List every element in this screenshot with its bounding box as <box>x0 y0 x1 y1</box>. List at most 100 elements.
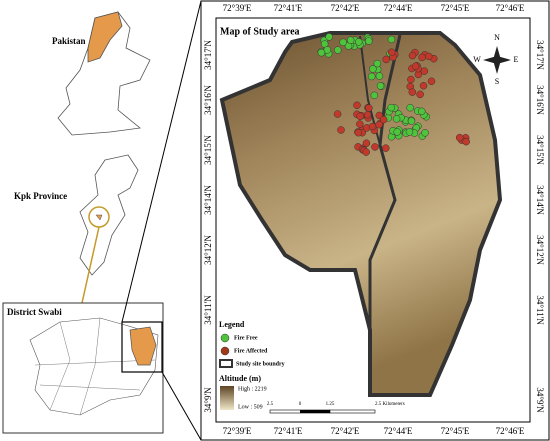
lon-label: 72°42'E <box>331 426 360 436</box>
fire-free-point <box>346 36 355 44</box>
altitude-ramp <box>220 386 234 410</box>
fire-free-point <box>387 103 396 112</box>
fire-affected-point <box>365 104 373 112</box>
fire-free-point <box>339 38 347 47</box>
fire-free-point <box>417 107 426 116</box>
fire-free-point <box>317 48 326 57</box>
lat-label: 34°9'N <box>535 387 545 413</box>
lat-label: 34°16'N <box>535 85 545 115</box>
compass: N E S W <box>473 33 518 86</box>
fire-free-point <box>355 38 363 46</box>
fire-affected-point <box>362 139 371 147</box>
district-subdivisions <box>34 317 156 416</box>
fire-affected-point <box>356 112 364 121</box>
lon-label: 72°46'E <box>496 426 525 436</box>
lat-label: 34°17'N <box>535 40 545 70</box>
connector <box>81 226 100 304</box>
fire-free-point <box>376 82 385 90</box>
lat-label: 34°11'N <box>203 295 213 325</box>
lat-label: 34°14'N <box>203 185 213 215</box>
lon-label: 72°39'E <box>223 3 252 13</box>
fire-free-point <box>373 59 382 68</box>
lon-label: 72°45'E <box>441 426 470 436</box>
fire-free-point <box>334 46 342 54</box>
lat-label: 34°9'N <box>203 387 213 413</box>
fire-affected-point <box>419 81 428 90</box>
scale-label: 1.25 <box>326 402 335 407</box>
fire-affected-point <box>427 77 436 86</box>
fire-free-point <box>387 35 396 44</box>
fire-affected-point <box>333 110 342 118</box>
fire-free-point <box>369 65 377 73</box>
pakistan-outline <box>57 11 151 136</box>
legend-item: Fire Free <box>234 335 258 341</box>
fire-affected-point <box>408 51 417 60</box>
lon-label: 72°42'E <box>331 3 360 13</box>
lat-label: 34°16'N <box>203 85 213 115</box>
fire-affected-point <box>353 101 361 110</box>
altitude-title: Altitude (m) <box>219 374 261 383</box>
map-title: Map of Study area <box>220 26 300 37</box>
lon-label: 72°45'E <box>441 3 470 13</box>
fire-free-point <box>375 72 384 80</box>
fire-affected-point <box>371 143 379 151</box>
fire-free-point <box>393 128 401 136</box>
lat-label: 34°17'N <box>203 40 213 70</box>
pakistan-label: Pakistan <box>52 36 86 46</box>
fire-affected-point <box>420 67 429 75</box>
scale-label: 2.5 Kilometers <box>375 402 405 407</box>
legend-swatch <box>220 333 230 343</box>
fire-free-point <box>421 129 429 137</box>
inner-boundary <box>368 34 402 330</box>
legend-swatch <box>220 346 230 356</box>
altitude-low: Low : 509 <box>238 404 263 410</box>
fire-affected-point <box>356 120 364 128</box>
fire-affected-point <box>407 75 415 84</box>
lon-label: 72°41'E <box>274 426 303 436</box>
kpk-highlight <box>87 11 123 63</box>
lat-label: 34°14'N <box>535 185 545 215</box>
fire-affected-point <box>418 53 426 62</box>
legend-item: Study site boundry <box>236 361 285 367</box>
fire-free-point <box>367 72 376 81</box>
fire-affected-point <box>387 48 396 57</box>
fire-affected-point <box>368 122 377 131</box>
fire-free-point <box>405 128 414 136</box>
fire-free-point <box>325 33 333 41</box>
compass-e: E <box>514 55 519 64</box>
lat-label: 34°12'N <box>203 235 213 265</box>
lat-label: 34°15'N <box>203 135 213 165</box>
fire-affected-point <box>382 55 390 64</box>
fire-affected-point <box>375 120 383 129</box>
fire-free-point <box>392 115 401 123</box>
kpk-label: Kpk Province <box>14 191 67 201</box>
lon-label: 72°44'E <box>384 426 413 436</box>
lat-label: 34°12'N <box>535 235 545 265</box>
zoom-box <box>121 321 163 373</box>
fire-affected-point <box>408 88 417 96</box>
fire-free-point <box>406 103 414 112</box>
zoom-line <box>161 371 202 441</box>
study-highlight <box>129 326 157 366</box>
fire-affected-point <box>354 128 363 137</box>
fire-affected-point <box>462 137 470 146</box>
fire-affected-point <box>424 52 433 61</box>
lon-label: 72°41'E <box>274 3 303 13</box>
compass-w: W <box>473 55 481 64</box>
legend-swatch <box>219 359 233 368</box>
fire-free-point <box>364 37 373 45</box>
scale-label: 2.5 <box>267 402 274 407</box>
fire-free-point <box>370 91 379 100</box>
fire-affected-point <box>363 110 372 119</box>
fire-affected-point <box>411 62 420 70</box>
lat-label: 34°11'N <box>535 295 545 325</box>
lon-label: 72°46'E <box>496 3 525 13</box>
district-label: District Swabi <box>7 307 62 317</box>
scale-label: 0 <box>299 402 302 407</box>
legend-title: Legend <box>219 320 245 329</box>
study-area <box>219 31 503 397</box>
legend-item: Fire Affected <box>234 348 268 354</box>
fire-affected-point <box>416 90 424 99</box>
compass-s: S <box>495 77 499 86</box>
